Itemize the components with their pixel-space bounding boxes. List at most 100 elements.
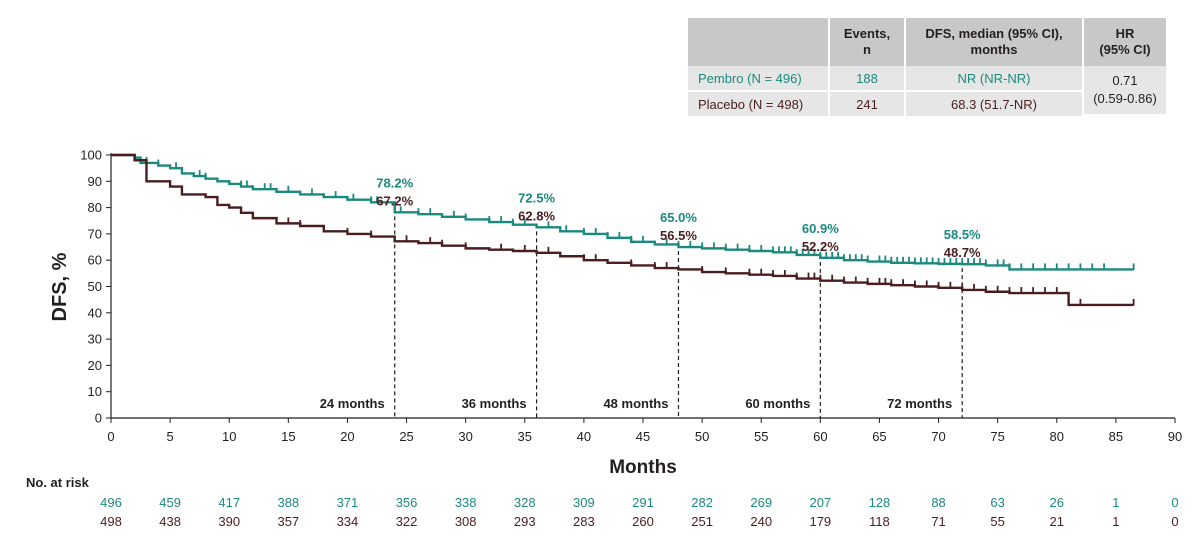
risk-pembro-value: 269 <box>750 495 772 510</box>
x-tick-label: 20 <box>340 429 354 444</box>
y-tick-label: 40 <box>88 305 102 320</box>
landmark-pembro-value: 60.9% <box>802 221 839 236</box>
risk-placebo-value: 118 <box>869 514 890 529</box>
landmark-month-label: 60 months <box>745 396 810 411</box>
risk-pembro-value: 371 <box>337 495 359 510</box>
x-tick-label: 45 <box>636 429 650 444</box>
row-events-placebo: 241 <box>830 92 904 116</box>
risk-pembro-value: 496 <box>100 495 122 510</box>
risk-pembro-value: 1 <box>1112 495 1119 510</box>
row-events-pembro: 188 <box>830 66 904 92</box>
x-tick-label: 70 <box>931 429 945 444</box>
landmark-placebo-value: 62.8% <box>518 208 555 223</box>
x-tick-label: 25 <box>399 429 413 444</box>
landmark-lines: 24 months 36 months 48 months 60 months 72 m… <box>320 216 963 418</box>
x-tick-label: 50 <box>695 429 709 444</box>
x-axis-label: Months <box>609 457 677 478</box>
x-tick-label: 65 <box>872 429 886 444</box>
risk-placebo-value: 498 <box>100 514 122 529</box>
risk-placebo-value: 438 <box>159 514 181 529</box>
x-tick-label: 5 <box>166 429 173 444</box>
hr-value: 0.71 <box>1112 73 1138 88</box>
risk-pembro-value: 0 <box>1171 495 1178 510</box>
risk-pembro-value: 63 <box>990 495 1004 510</box>
y-tick-label: 60 <box>88 253 102 268</box>
y-tick-label: 70 <box>88 226 102 241</box>
landmark-month-label: 24 months <box>320 396 385 411</box>
summary-table: Events, n DFS, median (95% CI), months H… <box>686 18 1168 116</box>
landmark-placebo-value: 52.2% <box>802 239 839 254</box>
risk-placebo-value: 179 <box>809 514 831 529</box>
table-row: Placebo (N = 498) 241 68.3 (51.7-NR) <box>688 92 1166 116</box>
y-tick-label: 90 <box>88 174 102 189</box>
risk-placebo-value: 1 <box>1112 514 1119 529</box>
x-tick-label: 55 <box>754 429 768 444</box>
x-tick-label: 80 <box>1050 429 1064 444</box>
y-tick-label: 0 <box>95 411 102 426</box>
x-tick-label: 90 <box>1168 429 1182 444</box>
x-tick-label: 10 <box>222 429 236 444</box>
risk-pembro-value: 291 <box>632 495 654 510</box>
y-tick-label: 50 <box>88 279 102 294</box>
risk-pembro-value: 282 <box>691 495 713 510</box>
landmark-month-label: 36 months <box>462 396 527 411</box>
risk-placebo-value: 240 <box>750 514 772 529</box>
risk-placebo-value: 390 <box>218 514 240 529</box>
risk-pembro-value: 328 <box>514 495 536 510</box>
x-tick-label: 40 <box>577 429 591 444</box>
header-events-line1: Events, <box>843 26 891 41</box>
survival-curves <box>111 153 1135 307</box>
row-group-placebo: Placebo (N = 498) <box>688 92 828 116</box>
y-tick-label: 100 <box>80 148 102 163</box>
x-tick-label: 60 <box>813 429 827 444</box>
axes: 0 10 20 30 40 50 60 70 80 90 100 0 5 10 15 20 25 30 35 40 45… <box>80 148 1182 445</box>
risk-placebo-value: 293 <box>514 514 536 529</box>
y-axis-label: DFS, % <box>49 252 71 321</box>
hr-cell: 0.71 (0.59-0.86) <box>1084 66 1166 116</box>
risk-pembro-value: 459 <box>159 495 181 510</box>
header-median: DFS, median (95% CI), months <box>906 18 1082 66</box>
risk-placebo-value: 308 <box>455 514 477 529</box>
row-group-pembro: Pembro (N = 496) <box>688 66 828 92</box>
risk-pembro-value: 26 <box>1050 495 1064 510</box>
risk-table: 496 459 417 388 371 356 338 328 309 291 282 269 207 1… <box>100 495 1178 529</box>
risk-placebo-value: 260 <box>632 514 654 529</box>
landmark-pembro-value: 78.2% <box>376 175 413 190</box>
risk-table-title: No. at risk <box>26 475 90 490</box>
hr-ci: (0.59-0.86) <box>1093 91 1157 106</box>
header-hr-line2: (95% CI) <box>1099 42 1151 57</box>
header-median-line2: months <box>970 42 1018 57</box>
risk-placebo-value: 283 <box>573 514 595 529</box>
landmark-month-label: 72 months <box>887 396 952 411</box>
x-tick-label: 0 <box>107 429 114 444</box>
landmark-labels: 78.2% 67.2% 72.5% 62.8% 65.0% 56.5% 60.9% 52.2%… <box>376 175 981 260</box>
risk-pembro-value: 356 <box>396 495 418 510</box>
row-median-pembro: NR (NR-NR) <box>906 66 1082 92</box>
y-tick-label: 10 <box>88 384 102 399</box>
x-tick-label: 30 <box>458 429 472 444</box>
y-tick-label: 80 <box>88 200 102 215</box>
header-events-line2: n <box>863 42 871 57</box>
risk-placebo-value: 334 <box>337 514 359 529</box>
x-tick-label: 75 <box>990 429 1004 444</box>
landmark-pembro-value: 58.5% <box>944 227 981 242</box>
landmark-pembro-value: 65.0% <box>660 210 697 225</box>
y-tick-label: 30 <box>88 332 102 347</box>
header-median-line1: DFS, median (95% CI), <box>925 26 1063 41</box>
landmark-placebo-value: 67.2% <box>376 193 413 208</box>
risk-pembro-value: 309 <box>573 495 595 510</box>
table-row: Pembro (N = 496) 188 NR (NR-NR) 0.71 (0.… <box>688 66 1166 116</box>
risk-placebo-value: 251 <box>691 514 713 529</box>
x-tick-label: 15 <box>281 429 295 444</box>
risk-placebo-value: 71 <box>931 514 945 529</box>
risk-pembro-value: 207 <box>809 495 831 510</box>
risk-placebo-value: 0 <box>1171 514 1178 529</box>
landmark-pembro-value: 72.5% <box>518 190 555 205</box>
header-hr: HR (95% CI) <box>1084 18 1166 66</box>
landmark-placebo-value: 56.5% <box>660 228 697 243</box>
row-median-placebo: 68.3 (51.7-NR) <box>906 92 1082 116</box>
risk-placebo-value: 55 <box>990 514 1004 529</box>
landmark-month-label: 48 months <box>603 396 668 411</box>
y-tick-label: 20 <box>88 358 102 373</box>
